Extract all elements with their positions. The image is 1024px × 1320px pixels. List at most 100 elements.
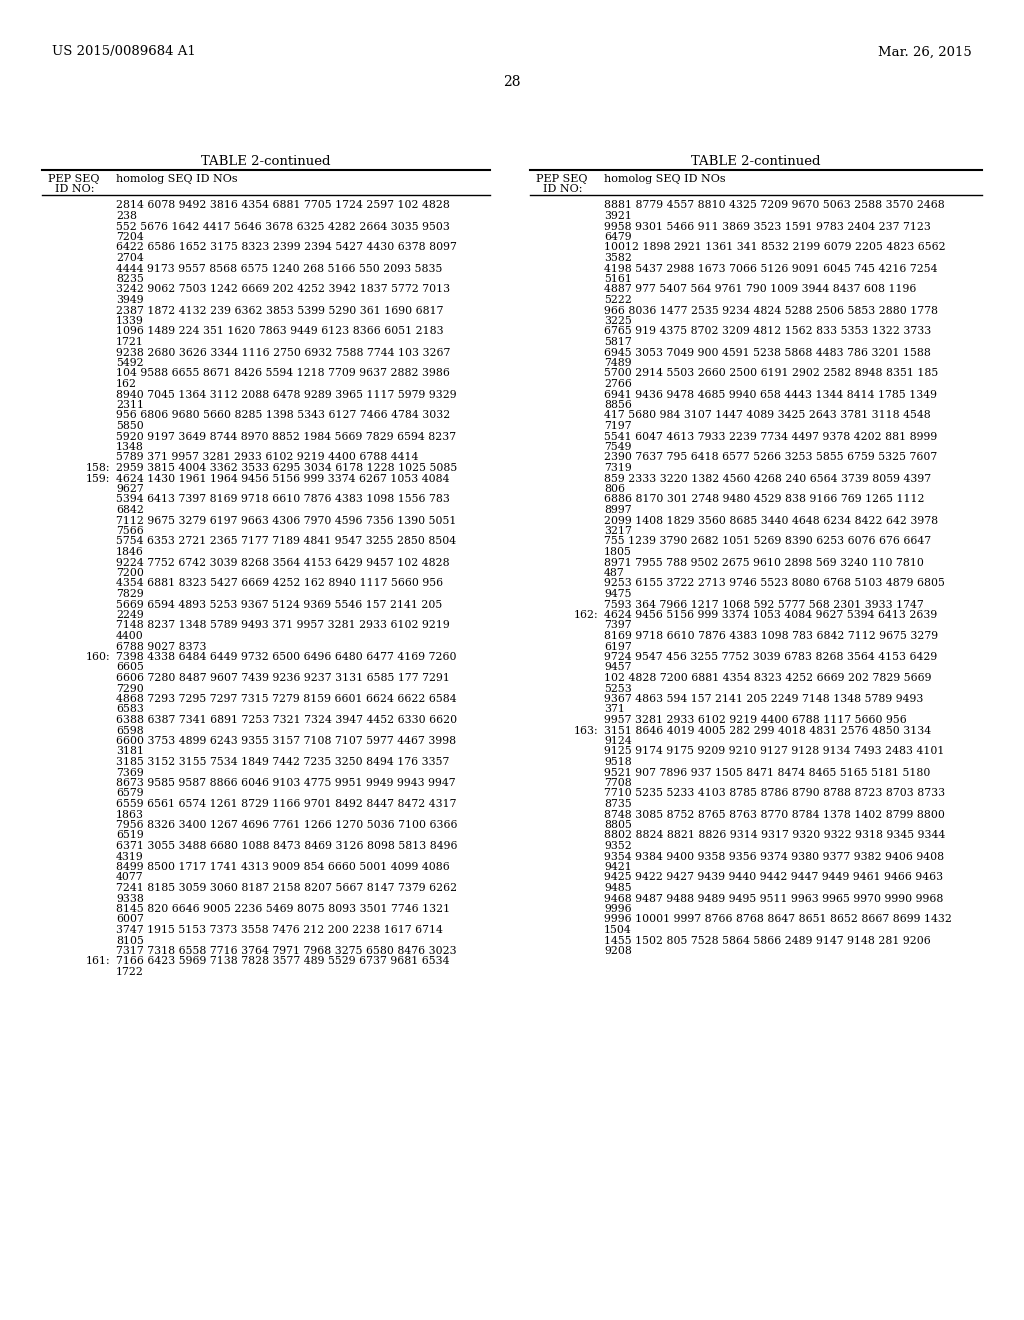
Text: 9338: 9338	[116, 894, 144, 903]
Text: 956 6806 9680 5660 8285 1398 5343 6127 7466 4784 3032: 956 6806 9680 5660 8285 1398 5343 6127 7…	[116, 411, 451, 421]
Text: 4198 5437 2988 1673 7066 5126 9091 6045 745 4216 7254: 4198 5437 2988 1673 7066 5126 9091 6045 …	[604, 264, 938, 273]
Text: 8735: 8735	[604, 799, 632, 809]
Text: 159:: 159:	[86, 474, 110, 483]
Text: 7710 5235 5233 4103 8785 8786 8790 8788 8723 8703 8733: 7710 5235 5233 4103 8785 8786 8790 8788 …	[604, 788, 945, 799]
Text: 8499 8500 1717 1741 4313 9009 854 6660 5001 4099 4086: 8499 8500 1717 1741 4313 9009 854 6660 5…	[116, 862, 450, 873]
Text: 487: 487	[604, 568, 625, 578]
Text: 5789 371 9957 3281 2933 6102 9219 4400 6788 4414: 5789 371 9957 3281 2933 6102 9219 4400 6…	[116, 453, 419, 462]
Text: 6519: 6519	[116, 830, 143, 841]
Text: 2766: 2766	[604, 379, 632, 389]
Text: PEP SEQ: PEP SEQ	[48, 173, 99, 183]
Text: 4624 9456 5156 999 3374 1053 4084 9627 5394 6413 2639: 4624 9456 5156 999 3374 1053 4084 9627 5…	[604, 610, 937, 620]
Text: 5754 6353 2721 2365 7177 7189 4841 9547 3255 2850 8504: 5754 6353 2721 2365 7177 7189 4841 9547 …	[116, 536, 456, 546]
Text: 7369: 7369	[116, 767, 143, 777]
Text: 9958 9301 5466 911 3869 3523 1591 9783 2404 237 7123: 9958 9301 5466 911 3869 3523 1591 9783 2…	[604, 222, 931, 231]
Text: 1722: 1722	[116, 968, 144, 977]
Text: 1805: 1805	[604, 546, 632, 557]
Text: 2311: 2311	[116, 400, 144, 411]
Text: 8145 820 6646 9005 2236 5469 8075 8093 3501 7746 1321: 8145 820 6646 9005 2236 5469 8075 8093 3…	[116, 904, 451, 913]
Text: 1348: 1348	[116, 442, 144, 451]
Text: 7112 9675 3279 6197 9663 4306 7970 4596 7356 1390 5051: 7112 9675 3279 6197 9663 4306 7970 4596 …	[116, 516, 457, 525]
Text: 7398 4338 6484 6449 9732 6500 6496 6480 6477 4169 7260: 7398 4338 6484 6449 9732 6500 6496 6480 …	[116, 652, 457, 663]
Text: 8802 8824 8821 8826 9314 9317 9320 9322 9318 9345 9344: 8802 8824 8821 8826 9314 9317 9320 9322 …	[604, 830, 945, 841]
Text: 8673 9585 9587 8866 6046 9103 4775 9951 9949 9943 9947: 8673 9585 9587 8866 6046 9103 4775 9951 …	[116, 777, 456, 788]
Text: 4400: 4400	[116, 631, 143, 642]
Text: 9238 2680 3626 3344 1116 2750 6932 7588 7744 103 3267: 9238 2680 3626 3344 1116 2750 6932 7588 …	[116, 347, 451, 358]
Text: 5920 9197 3649 8744 8970 8852 1984 5669 7829 6594 8237: 5920 9197 3649 8744 8970 8852 1984 5669 …	[116, 432, 456, 441]
Text: 8881 8779 4557 8810 4325 7209 9670 5063 2588 3570 2468: 8881 8779 4557 8810 4325 7209 9670 5063 …	[604, 201, 945, 210]
Text: 7319: 7319	[604, 463, 632, 473]
Text: 9125 9174 9175 9209 9210 9127 9128 9134 7493 2483 4101: 9125 9174 9175 9209 9210 9127 9128 9134 …	[604, 747, 944, 756]
Text: 7290: 7290	[116, 684, 143, 693]
Text: 5850: 5850	[116, 421, 143, 432]
Text: 7566: 7566	[116, 525, 143, 536]
Text: 9457: 9457	[604, 663, 632, 672]
Text: 6606 7280 8487 9607 7439 9236 9237 3131 6585 177 7291: 6606 7280 8487 9607 7439 9236 9237 3131 …	[116, 673, 450, 682]
Text: 3949: 3949	[116, 294, 143, 305]
Text: 8971 7955 788 9502 2675 9610 2898 569 3240 110 7810: 8971 7955 788 9502 2675 9610 2898 569 32…	[604, 557, 924, 568]
Text: 7593 364 7966 1217 1068 592 5777 568 2301 3933 1747: 7593 364 7966 1217 1068 592 5777 568 230…	[604, 599, 924, 610]
Text: 5541 6047 4613 7933 2239 7734 4497 9378 4202 881 8999: 5541 6047 4613 7933 2239 7734 4497 9378 …	[604, 432, 937, 441]
Text: 6371 3055 3488 6680 1088 8473 8469 3126 8098 5813 8496: 6371 3055 3488 6680 1088 8473 8469 3126 …	[116, 841, 458, 851]
Text: 755 1239 3790 2682 1051 5269 8390 6253 6076 676 6647: 755 1239 3790 2682 1051 5269 8390 6253 6…	[604, 536, 931, 546]
Text: 8235: 8235	[116, 275, 144, 284]
Text: homolog SEQ ID NOs: homolog SEQ ID NOs	[116, 173, 238, 183]
Text: 806: 806	[604, 484, 625, 494]
Text: 7317 7318 6558 7716 3764 7971 7968 3275 6580 8476 3023: 7317 7318 6558 7716 3764 7971 7968 3275 …	[116, 946, 457, 956]
Text: 6941 9436 9478 4685 9940 658 4443 1344 8414 1785 1349: 6941 9436 9478 4685 9940 658 4443 1344 8…	[604, 389, 937, 400]
Text: 6600 3753 4899 6243 9355 3157 7108 7107 5977 4467 3998: 6600 3753 4899 6243 9355 3157 7108 7107 …	[116, 737, 456, 746]
Text: 6765 919 4375 8702 3209 4812 1562 833 5353 1322 3733: 6765 919 4375 8702 3209 4812 1562 833 53…	[604, 326, 931, 337]
Text: 2249: 2249	[116, 610, 143, 620]
Text: 552 5676 1642 4417 5646 3678 6325 4282 2664 3035 9503: 552 5676 1642 4417 5646 3678 6325 4282 2…	[116, 222, 450, 231]
Text: 7549: 7549	[604, 442, 632, 451]
Text: 4887 977 5407 564 9761 790 1009 3944 8437 608 1196: 4887 977 5407 564 9761 790 1009 3944 843…	[604, 285, 916, 294]
Text: 6579: 6579	[116, 788, 143, 799]
Text: 5161: 5161	[604, 275, 632, 284]
Text: 9996: 9996	[604, 904, 632, 913]
Text: 5253: 5253	[604, 684, 632, 693]
Text: 9224 7752 6742 3039 8268 3564 4153 6429 9457 102 4828: 9224 7752 6742 3039 8268 3564 4153 6429 …	[116, 557, 450, 568]
Text: 5669 6594 4893 5253 9367 5124 9369 5546 157 2141 205: 5669 6594 4893 5253 9367 5124 9369 5546 …	[116, 599, 442, 610]
Text: TABLE 2-continued: TABLE 2-continued	[202, 154, 331, 168]
Text: 3747 1915 5153 7373 3558 7476 212 200 2238 1617 6714: 3747 1915 5153 7373 3558 7476 212 200 22…	[116, 925, 442, 935]
Text: 5222: 5222	[604, 294, 632, 305]
Text: 6605: 6605	[116, 663, 144, 672]
Text: 6479: 6479	[604, 232, 632, 242]
Text: 3582: 3582	[604, 253, 632, 263]
Text: 417 5680 984 3107 1447 4089 3425 2643 3781 3118 4548: 417 5680 984 3107 1447 4089 3425 2643 37…	[604, 411, 931, 421]
Text: 8856: 8856	[604, 400, 632, 411]
Text: 6945 3053 7049 900 4591 5238 5868 4483 786 3201 1588: 6945 3053 7049 900 4591 5238 5868 4483 7…	[604, 347, 931, 358]
Text: 9208: 9208	[604, 946, 632, 956]
Text: 6886 8170 301 2748 9480 4529 838 9166 769 1265 1112: 6886 8170 301 2748 9480 4529 838 9166 76…	[604, 495, 925, 504]
Text: 9421: 9421	[604, 862, 632, 873]
Text: 1504: 1504	[604, 925, 632, 935]
Text: 9253 6155 3722 2713 9746 5523 8080 6768 5103 4879 6805: 9253 6155 3722 2713 9746 5523 8080 6768 …	[604, 578, 945, 589]
Text: 7397: 7397	[604, 620, 632, 631]
Text: 2814 6078 9492 3816 4354 6881 7705 1724 2597 102 4828: 2814 6078 9492 3816 4354 6881 7705 1724 …	[116, 201, 450, 210]
Text: 1863: 1863	[116, 809, 144, 820]
Text: 9468 9487 9488 9489 9495 9511 9963 9965 9970 9990 9968: 9468 9487 9488 9489 9495 9511 9963 9965 …	[604, 894, 943, 903]
Text: 1455 1502 805 7528 5864 5866 2489 9147 9148 281 9206: 1455 1502 805 7528 5864 5866 2489 9147 9…	[604, 936, 931, 945]
Text: 9367 4863 594 157 2141 205 2249 7148 1348 5789 9493: 9367 4863 594 157 2141 205 2249 7148 134…	[604, 694, 924, 704]
Text: 6422 6586 1652 3175 8323 2399 2394 5427 4430 6378 8097: 6422 6586 1652 3175 8323 2399 2394 5427 …	[116, 243, 457, 252]
Text: 6583: 6583	[116, 705, 144, 714]
Text: 3242 9062 7503 1242 6669 202 4252 3942 1837 5772 7013: 3242 9062 7503 1242 6669 202 4252 3942 1…	[116, 285, 451, 294]
Text: 8805: 8805	[604, 820, 632, 830]
Text: 1846: 1846	[116, 546, 144, 557]
Text: 7200: 7200	[116, 568, 144, 578]
Text: 9627: 9627	[116, 484, 143, 494]
Text: 9425 9422 9427 9439 9440 9442 9447 9449 9461 9466 9463: 9425 9422 9427 9439 9440 9442 9447 9449 …	[604, 873, 943, 883]
Text: 859 2333 3220 1382 4560 4268 240 6564 3739 8059 4397: 859 2333 3220 1382 4560 4268 240 6564 37…	[604, 474, 931, 483]
Text: 162:: 162:	[573, 610, 598, 620]
Text: 371: 371	[604, 705, 625, 714]
Text: 9518: 9518	[604, 756, 632, 767]
Text: 6842: 6842	[116, 506, 144, 515]
Text: TABLE 2-continued: TABLE 2-continued	[691, 154, 821, 168]
Text: 9957 3281 2933 6102 9219 4400 6788 1117 5660 956: 9957 3281 2933 6102 9219 4400 6788 1117 …	[604, 715, 906, 725]
Text: US 2015/0089684 A1: US 2015/0089684 A1	[52, 45, 196, 58]
Text: 7148 8237 1348 5789 9493 371 9957 3281 2933 6102 9219: 7148 8237 1348 5789 9493 371 9957 3281 2…	[116, 620, 450, 631]
Text: 160:: 160:	[85, 652, 110, 663]
Text: 4444 9173 9557 8568 6575 1240 268 5166 550 2093 5835: 4444 9173 9557 8568 6575 1240 268 5166 5…	[116, 264, 442, 273]
Text: 9354 9384 9400 9358 9356 9374 9380 9377 9382 9406 9408: 9354 9384 9400 9358 9356 9374 9380 9377 …	[604, 851, 944, 862]
Text: 28: 28	[503, 75, 521, 88]
